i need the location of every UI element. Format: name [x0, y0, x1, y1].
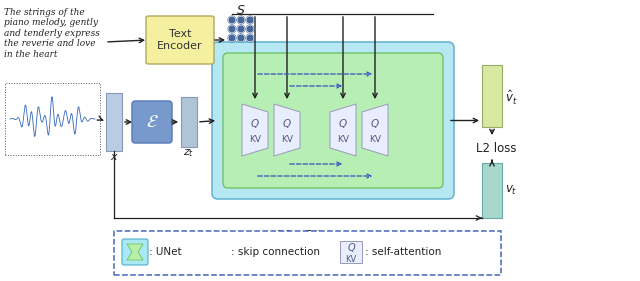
Text: $S$: $S$ — [236, 4, 246, 17]
Text: : skip connection: : skip connection — [231, 247, 320, 257]
Text: $x$: $x$ — [109, 152, 118, 162]
Circle shape — [237, 25, 245, 33]
Circle shape — [237, 34, 245, 42]
Text: $\mathcal{E}$: $\mathcal{E}$ — [146, 113, 158, 131]
Text: Q: Q — [371, 119, 379, 129]
Text: Text
Encoder: Text Encoder — [157, 29, 203, 51]
Text: KV: KV — [369, 135, 381, 144]
Polygon shape — [242, 104, 268, 156]
Text: $\alpha_t\varepsilon - \sigma_t x$: $\alpha_t\varepsilon - \sigma_t x$ — [275, 228, 321, 240]
FancyBboxPatch shape — [132, 101, 172, 143]
Text: $v_t$: $v_t$ — [505, 184, 517, 197]
Text: The strings of the
piano melody, gently
and tenderly express
the reverie and lov: The strings of the piano melody, gently … — [4, 8, 100, 59]
Text: KV: KV — [249, 135, 261, 144]
Circle shape — [237, 16, 245, 24]
Bar — [340, 241, 362, 263]
Text: KV: KV — [281, 135, 293, 144]
FancyBboxPatch shape — [146, 16, 214, 64]
Circle shape — [246, 25, 254, 33]
Polygon shape — [274, 104, 300, 156]
Circle shape — [228, 34, 236, 42]
FancyBboxPatch shape — [122, 239, 148, 265]
FancyBboxPatch shape — [223, 53, 443, 188]
Circle shape — [228, 16, 236, 24]
FancyBboxPatch shape — [212, 42, 454, 199]
Text: Q: Q — [339, 119, 347, 129]
Bar — [106, 93, 122, 151]
Circle shape — [246, 34, 254, 42]
Text: Q: Q — [283, 119, 291, 129]
Text: KV: KV — [337, 135, 349, 144]
Bar — [5, 83, 100, 155]
Circle shape — [246, 16, 254, 24]
Polygon shape — [330, 104, 356, 156]
Text: $z_t$: $z_t$ — [184, 147, 195, 159]
Text: : self-attention: : self-attention — [365, 247, 442, 257]
Text: $\hat{v}_t$: $\hat{v}_t$ — [505, 89, 518, 107]
Bar — [482, 163, 502, 218]
Polygon shape — [362, 104, 388, 156]
Text: : UNet: : UNet — [149, 247, 182, 257]
Circle shape — [228, 25, 236, 33]
Bar — [482, 65, 502, 127]
Text: Q: Q — [251, 119, 259, 129]
Text: KV: KV — [346, 255, 356, 264]
FancyBboxPatch shape — [114, 231, 501, 275]
Bar — [181, 97, 197, 147]
Text: L2 loss: L2 loss — [476, 142, 516, 155]
Polygon shape — [127, 244, 143, 260]
Text: Q: Q — [347, 243, 355, 253]
